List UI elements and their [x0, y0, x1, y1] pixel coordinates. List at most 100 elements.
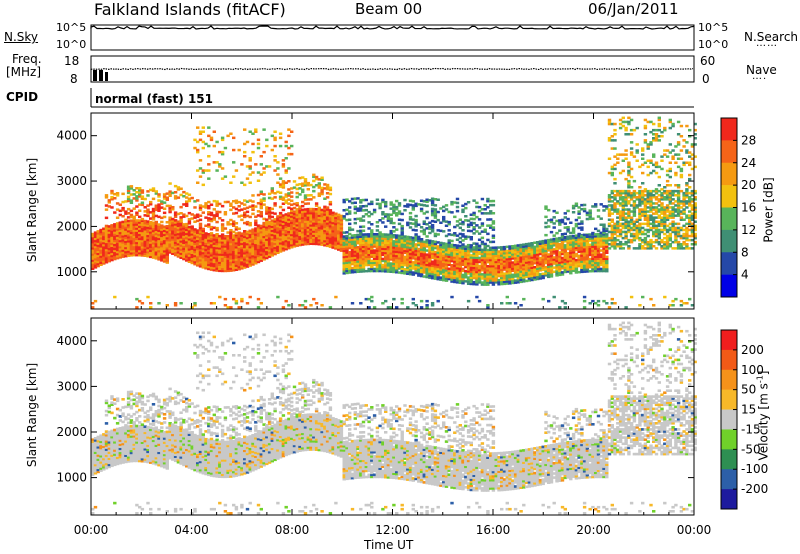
power-cell	[607, 122, 612, 126]
power-cell	[303, 178, 308, 181]
power-cell	[256, 256, 261, 260]
power-cell	[497, 262, 501, 266]
power-cell	[541, 268, 545, 271]
power-cell	[455, 275, 460, 278]
power-cell	[220, 227, 225, 230]
power-cell	[143, 242, 147, 245]
power-cell	[419, 299, 424, 303]
power-cell	[411, 273, 415, 276]
power-cell	[389, 231, 393, 235]
power-cell	[450, 274, 454, 277]
power-cell	[635, 149, 639, 152]
power-cell	[102, 235, 106, 239]
power-cell	[323, 205, 327, 209]
power-cell	[179, 193, 183, 197]
power-cell	[477, 248, 482, 251]
power-cell	[411, 204, 415, 207]
power-cell	[138, 233, 142, 236]
power-cell	[389, 213, 393, 216]
power-cell	[312, 240, 316, 243]
power-cell	[500, 254, 504, 257]
power-cell	[577, 238, 581, 241]
power-cell	[262, 256, 266, 259]
power-cell	[491, 220, 496, 223]
power-cell	[566, 241, 570, 245]
power-cell	[262, 171, 266, 174]
power-cell	[113, 257, 117, 261]
power-cell	[400, 231, 404, 234]
power-cell	[591, 217, 595, 220]
power-cell	[278, 240, 283, 243]
power-cell	[395, 236, 399, 239]
power-cell	[577, 236, 581, 239]
power-cell	[585, 253, 590, 257]
power-cell	[372, 263, 377, 267]
power-cell	[643, 210, 648, 213]
power-cell	[223, 255, 228, 258]
power-cell	[162, 225, 167, 228]
power-cell	[259, 198, 263, 202]
power-cell	[541, 248, 545, 251]
power-cell	[237, 231, 241, 235]
power-cell	[229, 261, 233, 264]
power-cell	[146, 255, 150, 258]
power-cell	[444, 246, 449, 250]
power-cell	[115, 216, 120, 219]
power-cell	[566, 236, 570, 239]
power-cell	[395, 254, 399, 258]
power-cell	[442, 264, 446, 268]
power-cell	[643, 202, 648, 205]
power-cell	[196, 231, 200, 234]
power-cell	[104, 240, 109, 244]
power-cell	[232, 220, 236, 223]
power-cell	[359, 217, 363, 220]
power-cell	[325, 240, 330, 243]
power-cell	[466, 272, 471, 275]
power-cell	[102, 227, 106, 230]
power-cell	[569, 255, 573, 259]
power-cell	[240, 250, 244, 254]
power-cell	[641, 163, 645, 167]
power-cell	[508, 271, 512, 275]
power-cell	[143, 246, 147, 249]
power-cell	[497, 272, 501, 276]
power-cell	[312, 297, 316, 301]
power-cell	[303, 224, 308, 227]
power-cell	[273, 240, 277, 243]
power-cell	[232, 200, 236, 203]
power-cell	[187, 250, 192, 253]
power-cell	[215, 238, 219, 242]
power-cell	[132, 197, 136, 200]
power-cell	[458, 240, 462, 244]
power-cell	[616, 157, 620, 160]
power-cell	[301, 190, 305, 194]
power-cell	[455, 209, 460, 213]
power-cell	[190, 237, 194, 240]
power-cell	[248, 237, 252, 241]
power-cell	[287, 244, 291, 248]
power-cell	[303, 242, 308, 246]
power-cell	[234, 258, 239, 261]
power-cell	[312, 234, 316, 237]
power-cell	[129, 223, 134, 226]
power-cell	[173, 223, 178, 226]
power-cell	[375, 253, 380, 256]
power-cell	[627, 247, 631, 250]
power-cell	[519, 247, 523, 251]
power-cell	[220, 249, 225, 252]
power-cell	[486, 281, 490, 284]
power-cell	[361, 233, 366, 236]
power-cell	[447, 251, 451, 254]
power-cell	[384, 263, 388, 267]
power-cell	[571, 261, 576, 264]
power-cell	[549, 242, 554, 245]
power-cell	[486, 206, 490, 209]
power-cell	[571, 265, 576, 268]
power-cell	[138, 195, 142, 198]
power-cell	[406, 205, 410, 208]
power-cell	[469, 266, 473, 269]
power-cell	[475, 272, 479, 276]
power-cell	[138, 219, 142, 222]
power-cell	[602, 245, 606, 248]
power-cell	[433, 267, 438, 270]
